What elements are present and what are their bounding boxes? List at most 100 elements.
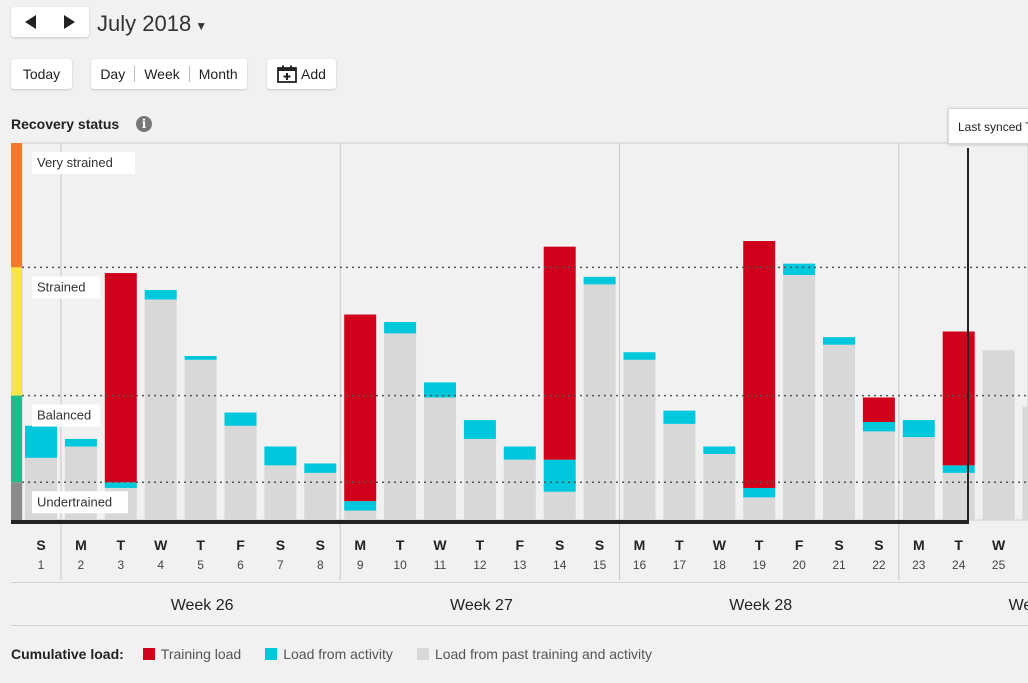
date-tick-label: 21 [832,558,846,572]
bar-segment-activity-load [623,352,656,360]
bar-segment-past-load [224,425,257,520]
add-label: Add [301,66,326,82]
date-tick-label: 4 [157,558,164,572]
view-week-button[interactable]: Week [144,66,180,82]
next-month-button[interactable] [50,7,89,37]
legend-title: Cumulative load: [11,646,124,662]
month-selector[interactable]: July 2018 ▼ [97,11,207,37]
date-tick-label: 1 [38,558,45,572]
zone-color-strip [11,267,22,396]
separator [188,66,190,82]
day-letter-label: F [516,537,525,553]
bar-segment-activity-load [743,487,776,498]
today-button[interactable]: Today [11,59,72,89]
day-letter-label: M [913,537,925,553]
day-letter-label: S [555,537,564,553]
month-nav-group [11,7,89,37]
bar-segment-past-load [503,459,536,520]
date-tick-label: 20 [792,558,806,572]
bar-segment-training-load [942,331,975,466]
bar-segment-activity-load [543,459,576,492]
day-letter-label: T [476,537,485,553]
bar-segment-past-load [862,431,895,520]
bar-segment-past-load [543,491,576,520]
divider [11,625,1028,626]
divider [11,582,1028,583]
bar-segment-training-load [862,397,895,422]
chart-baseline [11,520,969,524]
bar-segment-past-load [982,350,1015,520]
date-tick-label: 11 [434,558,447,572]
bar-segment-activity-load [344,501,377,511]
date-tick-label: 15 [593,558,607,572]
legend: Cumulative load: Training load Load from… [11,646,676,662]
bar-segment-activity-load [25,425,57,458]
zone-color-strip [11,395,22,483]
day-letter-label: S [36,537,45,553]
zone-label-bg [32,404,100,427]
bar-segment-activity-load [424,382,456,398]
date-tick-label: 13 [513,558,527,572]
recovery-chart: Very strained Strained Balanced Undertraine… [11,142,1028,614]
zone-color-strip [11,482,22,520]
legend-label: Training load [160,646,242,662]
day-letter-label: M [75,537,87,553]
prev-month-button[interactable] [11,7,50,37]
bar-segment-activity-load [703,446,736,455]
add-button[interactable]: Add [267,59,336,89]
bar-segment-activity-load [663,410,696,424]
day-letter-label: M [634,537,646,553]
day-letter-label: S [834,537,843,553]
bar-segment-activity-load [823,337,855,345]
week-label: Week 26 [171,597,234,614]
bar-segment-past-load [823,344,855,520]
legend-item-past-load: Load from past training and activity [416,646,653,662]
bar-segment-past-load [344,510,377,520]
day-letter-label: F [236,537,245,553]
bar-segment-past-load [463,438,496,520]
recovery-status-title: Recovery status [11,116,120,132]
legend-swatch [265,648,278,660]
date-tick-label: 24 [952,558,966,572]
week-label: Week 27 [450,597,513,614]
bar-segment-activity-load [503,446,536,460]
day-letter-label: T [675,537,684,553]
day-letter-label: S [276,537,285,553]
day-letter-label: S [874,537,883,553]
bar-segment-activity-load [304,463,337,473]
legend-label: Load from activity [283,646,393,662]
view-day-button[interactable]: Day [100,66,126,82]
date-tick-label: 8 [317,558,324,572]
date-tick-label: 2 [78,558,85,572]
bar-segment-activity-load [64,438,97,447]
bar-segment-activity-load [463,420,496,439]
bar-segment-past-load [623,359,656,520]
bar-segment-training-load [104,273,137,483]
arrow-left-icon [25,15,36,29]
view-month-button[interactable]: Month [198,66,238,82]
bar-segment-training-load [743,241,776,488]
info-icon[interactable]: i [136,116,152,132]
day-letter-label: S [316,537,325,553]
day-letter-label: T [396,537,405,553]
view-range-group: Day Week Month [91,59,247,89]
day-letter-label: T [117,537,126,553]
bar-segment-past-load [264,465,297,520]
day-letter-label: S [595,537,604,553]
date-tick-label: 25 [992,558,1006,572]
bar-segment-past-load [583,284,616,520]
arrow-right-icon [64,15,75,29]
bar-segment-past-load [144,299,177,520]
bar-segment-activity-load [104,482,137,488]
day-letter-label: M [354,537,366,553]
date-tick-label: 16 [633,558,647,572]
day-letter-label: W [154,537,168,553]
legend-label: Load from past training and activity [434,646,653,662]
zone-label-bg [32,491,128,514]
caret-down-icon: ▼ [195,18,208,33]
week-label: Week 29 [1009,597,1028,614]
bar-segment-past-load [1022,406,1028,520]
date-tick-label: 6 [237,558,244,572]
zone-color-strip [11,143,22,268]
bar-segment-past-load [304,472,337,520]
